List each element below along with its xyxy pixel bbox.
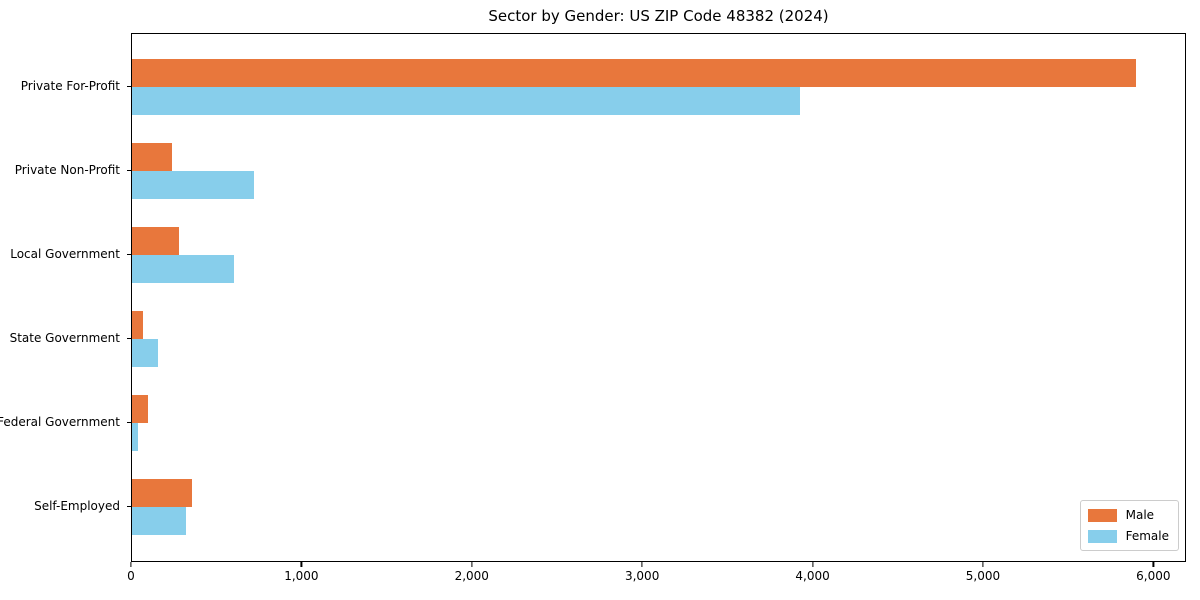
legend-item-male: Male	[1087, 506, 1169, 524]
x-tick-mark	[982, 562, 984, 567]
y-axis: Private For-Profit Private Non-Profit Loca…	[0, 33, 124, 562]
x-tick-label-0: 0	[127, 569, 135, 583]
x-tick-mark	[300, 562, 302, 567]
y-tick-label-local-government: Local Government	[10, 247, 120, 261]
x-axis: 0 1,000 2,000 3,000 4,000 5,000 6,000	[127, 562, 1186, 592]
x-tick-label-1000: 1,000	[284, 569, 319, 583]
x-tick-label-6000: 6,000	[1136, 569, 1171, 583]
chart-title: Sector by Gender: US ZIP Code 48382 (202…	[488, 7, 829, 25]
bar-female-local-government	[132, 255, 235, 283]
y-tick-label-private-non-profit: Private Non-Profit	[14, 163, 120, 177]
y-tick-mark	[127, 86, 131, 88]
bar-male-private-for-profit	[132, 59, 1136, 87]
bar-male-private-non-profit	[132, 143, 173, 171]
bar-male-state-government	[132, 311, 144, 339]
legend-label-male: Male	[1125, 507, 1155, 522]
bar-male-local-government	[132, 227, 179, 255]
x-tick-label-2000: 2,000	[454, 569, 489, 583]
bar-female-private-non-profit	[132, 171, 254, 199]
legend-item-female: Female	[1087, 527, 1169, 545]
legend-swatch-male	[1087, 508, 1117, 522]
bar-female-self-employed	[132, 507, 186, 535]
x-tick-label-4000: 4,000	[795, 569, 830, 583]
y-tick-mark	[127, 506, 131, 508]
x-tick-mark	[641, 562, 643, 567]
x-tick-label-5000: 5,000	[965, 569, 1001, 583]
legend-label-female: Female	[1125, 528, 1169, 543]
legend-swatch-female	[1087, 529, 1117, 543]
y-tick-mark	[127, 254, 131, 256]
y-tick-mark	[127, 338, 131, 340]
bar-male-federal-government	[132, 395, 149, 423]
x-tick-label-3000: 3,000	[624, 569, 660, 583]
plot-area: Male Female	[127, 33, 1186, 562]
bar-female-federal-government	[132, 423, 138, 451]
x-tick-mark	[130, 562, 132, 567]
x-tick-mark	[471, 562, 473, 567]
bar-male-self-employed	[132, 479, 193, 507]
y-tick-label-federal-government: Federal Government	[0, 415, 120, 429]
x-tick-mark	[1152, 562, 1154, 567]
bar-female-state-government	[132, 339, 158, 367]
y-tick-label-self-employed: Self-Employed	[34, 499, 120, 513]
x-tick-mark	[811, 562, 814, 567]
bar-female-private-for-profit	[132, 87, 800, 115]
y-tick-label-private-for-profit: Private For-Profit	[20, 79, 120, 93]
legend: Male Female	[1079, 500, 1179, 551]
y-tick-mark	[127, 170, 131, 172]
y-tick-label-state-government: State Government	[9, 331, 120, 345]
y-tick-mark	[127, 422, 131, 424]
